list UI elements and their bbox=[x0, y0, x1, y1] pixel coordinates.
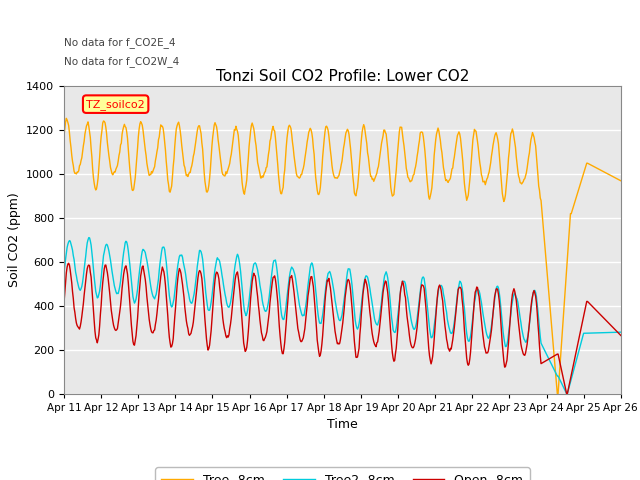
Tree -8cm bbox=[128, 187, 136, 193]
Line: Open -8cm: Open -8cm bbox=[64, 263, 621, 394]
Tree -8cm bbox=[63, 116, 70, 121]
Text: No data for f_CO2W_4: No data for f_CO2W_4 bbox=[64, 56, 179, 67]
Legend: Tree -8cm, Tree2 -8cm, Open -8cm: Tree -8cm, Tree2 -8cm, Open -8cm bbox=[156, 468, 529, 480]
Line: Tree -8cm: Tree -8cm bbox=[64, 119, 621, 394]
Open -8cm bbox=[617, 333, 625, 338]
Open -8cm bbox=[214, 272, 222, 278]
Open -8cm bbox=[428, 361, 435, 367]
Y-axis label: Soil CO2 (ppm): Soil CO2 (ppm) bbox=[8, 192, 20, 288]
Tree -8cm bbox=[428, 190, 435, 195]
Open -8cm bbox=[128, 330, 136, 336]
Tree2 -8cm bbox=[128, 287, 136, 293]
Open -8cm bbox=[411, 340, 419, 346]
Tree -8cm bbox=[554, 391, 561, 396]
Tree2 -8cm bbox=[617, 329, 625, 335]
Open -8cm bbox=[563, 391, 570, 396]
Tree2 -8cm bbox=[60, 270, 68, 276]
Tree2 -8cm bbox=[70, 257, 78, 263]
Open -8cm bbox=[60, 300, 68, 306]
Tree -8cm bbox=[411, 167, 419, 172]
Open -8cm bbox=[65, 260, 72, 266]
Text: TZ_soilco2: TZ_soilco2 bbox=[86, 99, 145, 109]
Tree2 -8cm bbox=[428, 335, 435, 340]
X-axis label: Time: Time bbox=[327, 418, 358, 431]
Tree2 -8cm bbox=[85, 235, 93, 240]
Tree -8cm bbox=[617, 178, 625, 184]
Open -8cm bbox=[71, 309, 79, 315]
Text: No data for f_CO2E_4: No data for f_CO2E_4 bbox=[64, 37, 175, 48]
Tree -8cm bbox=[185, 171, 193, 177]
Line: Tree2 -8cm: Tree2 -8cm bbox=[64, 238, 621, 394]
Tree2 -8cm bbox=[185, 291, 193, 297]
Tree -8cm bbox=[214, 137, 222, 143]
Open -8cm bbox=[185, 331, 193, 337]
Tree2 -8cm bbox=[214, 256, 222, 262]
Title: Tonzi Soil CO2 Profile: Lower CO2: Tonzi Soil CO2 Profile: Lower CO2 bbox=[216, 69, 469, 84]
Tree -8cm bbox=[71, 170, 79, 176]
Tree2 -8cm bbox=[563, 391, 570, 396]
Tree -8cm bbox=[60, 133, 68, 139]
Tree2 -8cm bbox=[411, 326, 419, 332]
